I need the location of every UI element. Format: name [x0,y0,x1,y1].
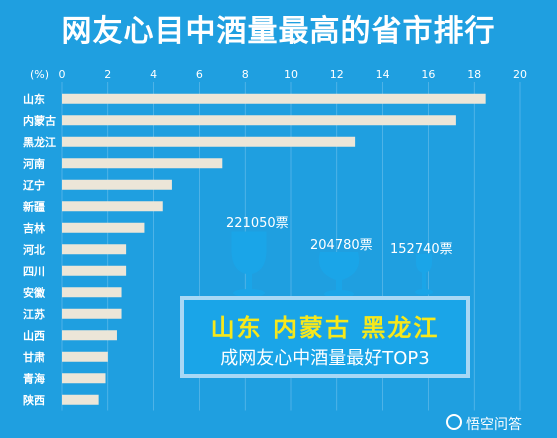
bar [62,93,486,104]
wine-glass-3-stem [422,272,426,290]
y-category-label: 江苏 [23,307,45,321]
bar [62,244,127,255]
wine-glass-3-icon [416,254,432,273]
bar [62,158,223,169]
bar [62,287,122,298]
top3-subtitle: 成网友心中酒量最好TOP3 [220,348,430,369]
vote-label-1: 221050票 [226,216,289,231]
chart-title: 网友心目中酒量最高的省市排行 [61,14,496,49]
watermark: 悟空问答 [466,417,522,433]
y-category-label: 陕西 [23,393,45,407]
bar [62,136,356,147]
top3-provinces: 山东 内蒙古 黑龙江 [210,314,440,342]
vote-label-3: 152740票 [390,242,453,257]
bar [62,222,145,233]
x-tick-label: 6 [196,68,203,81]
bar [62,373,106,384]
y-category-label: 辽宁 [23,178,45,192]
x-tick-label: 8 [242,68,249,81]
watermark-logo-icon [446,414,462,430]
y-category-label: 新疆 [23,199,45,213]
y-category-label: 青海 [23,371,45,385]
y-category-label: 山东 [23,92,45,106]
x-tick-label: 4 [150,68,157,81]
bar [62,351,108,362]
y-category-label: 四川 [23,265,45,278]
vote-label-2: 204780票 [310,238,373,253]
bar [62,265,127,276]
wine-glass-2-stem [336,280,342,292]
wine-glass-1-base [233,289,265,297]
bar [62,308,122,319]
wine-glass-1-stem [246,273,252,291]
bar [62,179,172,190]
wine-glass-1-icon [231,231,267,275]
x-tick-label: 16 [421,68,435,81]
x-tick-label: 10 [284,68,298,81]
y-category-label: 山西 [23,328,45,342]
x-tick-label: 18 [467,68,481,81]
y-category-label: 甘肃 [23,350,45,364]
bar [62,394,99,405]
axis-unit-label: (%) [30,68,49,81]
y-category-label: 河南 [23,156,45,170]
y-category-label: 河北 [23,242,45,256]
x-tick-label: 12 [330,68,344,81]
y-category-label: 吉林 [23,221,45,235]
bar [62,201,163,212]
wine-glass-2-icon [318,252,360,281]
wine-glass-3-base [415,289,433,295]
x-tick-label: 2 [104,68,111,81]
y-category-label: 内蒙古 [23,113,56,127]
top3-callout: 山东 内蒙古 黑龙江 成网友心中酒量最好TOP3 [180,296,470,378]
bar [62,330,117,341]
x-tick-label: 14 [376,68,390,81]
y-category-label: 黑龙江 [23,135,56,149]
x-tick-label: 20 [513,68,527,81]
bar [62,115,456,126]
x-tick-label: 0 [59,68,66,81]
y-category-label: 安徽 [23,285,46,299]
